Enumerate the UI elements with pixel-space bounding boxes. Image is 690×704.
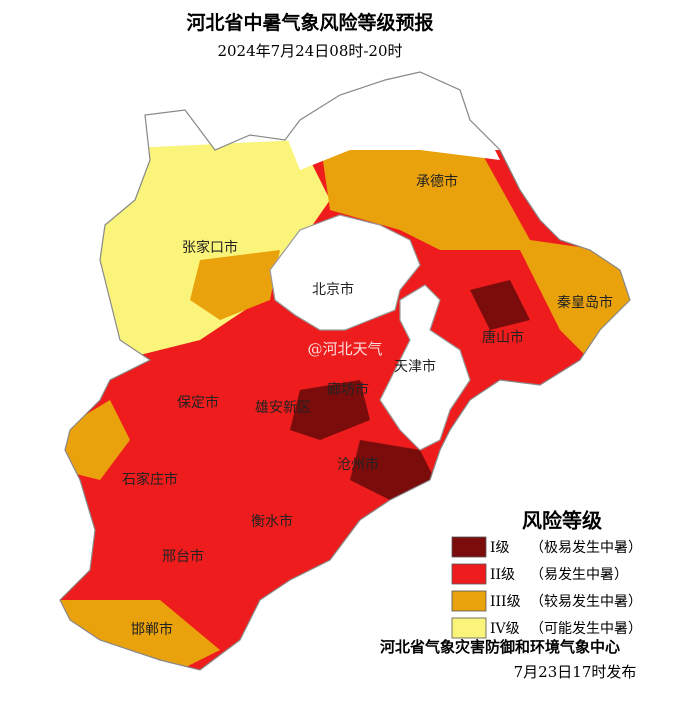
title: 河北省中暑气象风险等级预报 [186,11,433,34]
city-label: 保定市 [177,394,219,411]
legend-swatch [451,617,487,639]
city-label: 唐山市 [482,329,524,346]
legend-desc: （较易发生中暑） [530,594,642,610]
legend-swatch [451,536,487,558]
subtitle: 2024年7月24日08时-20时 [217,42,402,60]
city-label: 沧州市 [337,456,379,473]
city-label: 衡水市 [251,513,293,530]
legend-title: 风险等级 [522,509,602,533]
beijing [269,214,421,331]
legend-level: III级 [490,594,521,610]
province-border [59,71,631,671]
city-label: 秦皇岛市 [557,294,613,311]
legend-level: IV级 [490,621,520,637]
tianjin [379,284,471,451]
legend-swatch [451,563,487,585]
legend-level: I级 [490,540,510,556]
issue-time: 7月23日17时发布 [514,663,637,681]
city-label: 雄安新区 [255,400,311,416]
city-label: 天津市 [394,358,436,375]
legend: I级 （极易发生中暑） II级 （易发生中暑） III级 （较易发生中暑） IV级 （可能发生… [451,536,642,639]
city-label: 承德市 [416,173,458,190]
city-label: 廊坊市 [327,381,369,398]
legend-swatch [451,590,487,612]
city-label: 石家庄市 [122,471,178,488]
city-label: 邢台市 [162,548,204,565]
legend-desc: （易发生中暑） [530,567,628,583]
city-label: 张家口市 [182,239,238,256]
legend-level: II级 [490,567,515,583]
city-label: 北京市 [312,281,354,298]
issuer: 河北省气象灾害防御和环境气象中心 [380,638,620,656]
legend-desc: （可能发生中暑） [530,621,642,637]
city-label: 邯郸市 [131,621,173,638]
watermark: @河北天气 [307,340,382,358]
legend-desc: （极易发生中暑） [530,540,642,556]
